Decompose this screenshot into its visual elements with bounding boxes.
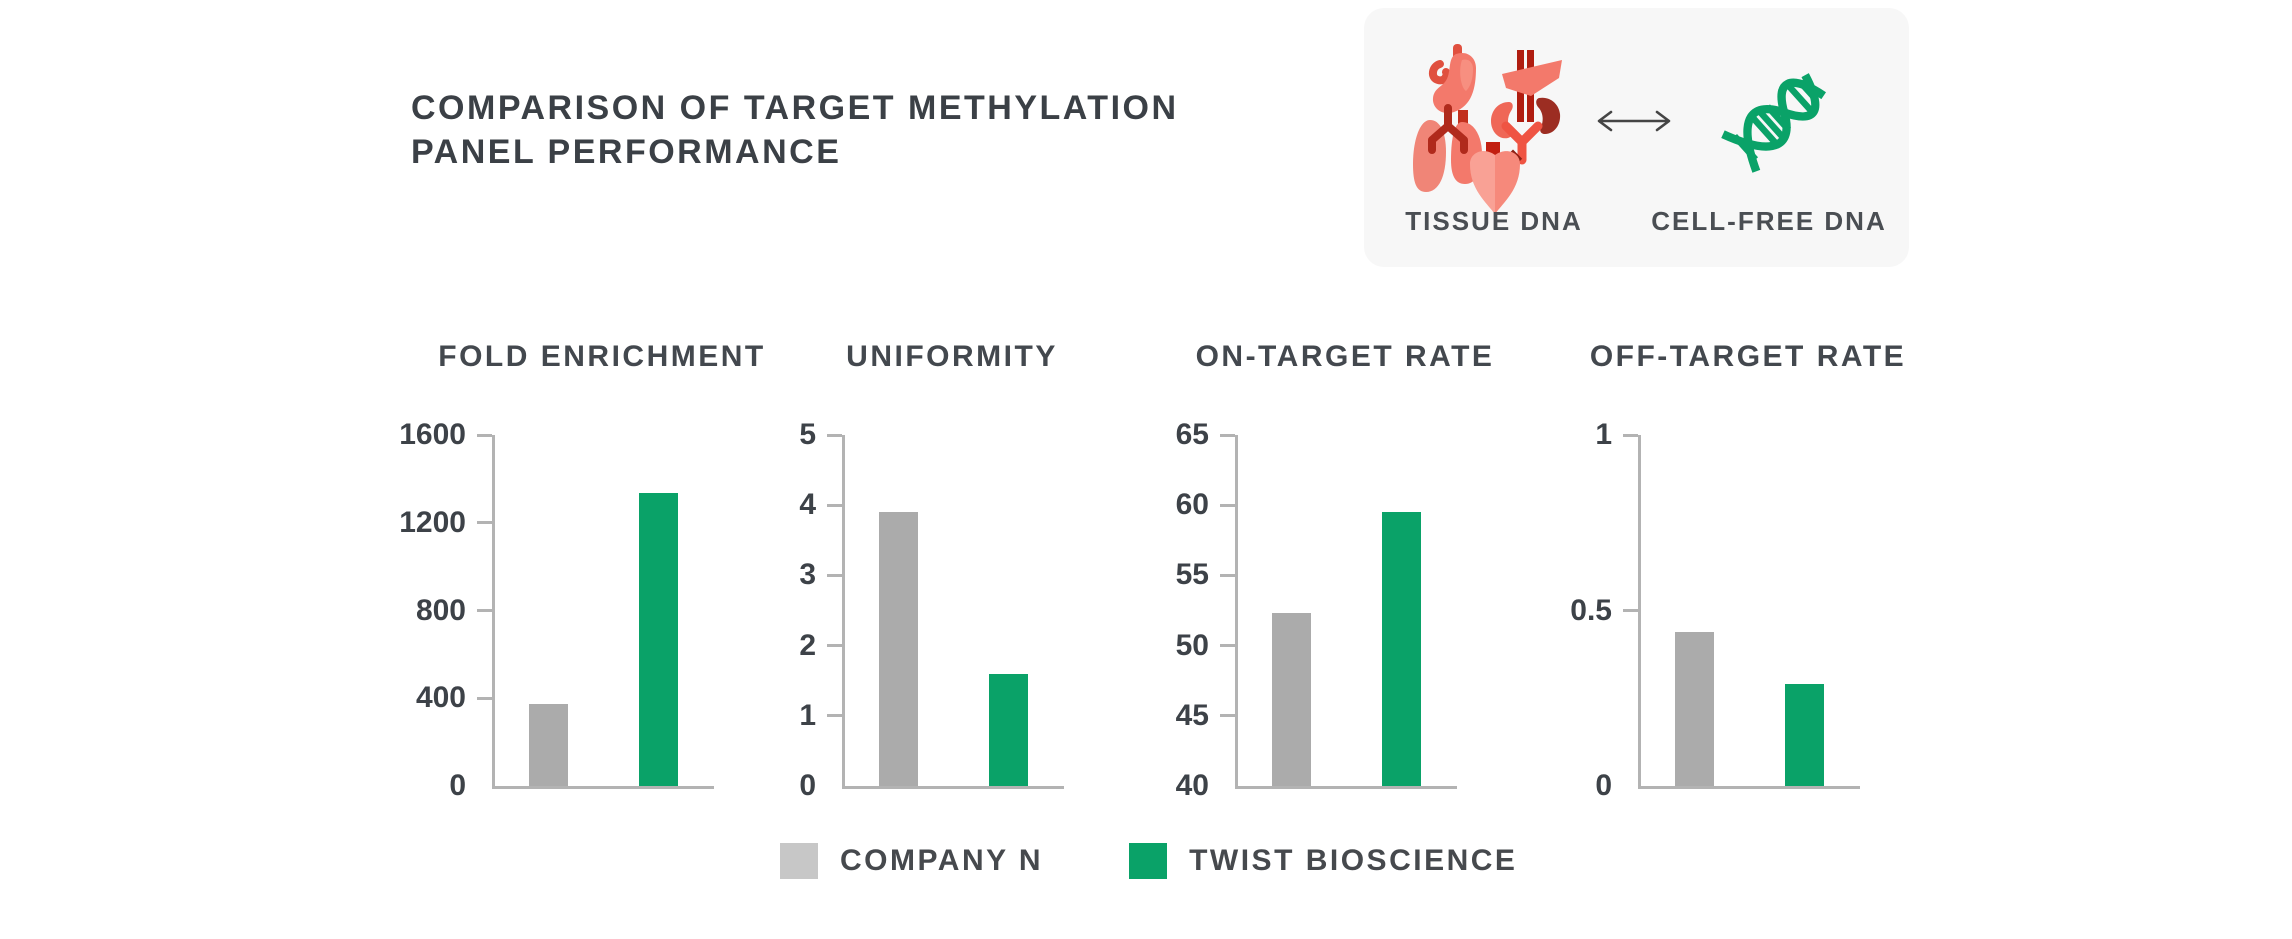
y-axis-tick <box>1623 609 1638 612</box>
y-axis-line <box>842 435 845 789</box>
y-axis-line <box>1638 435 1641 789</box>
y-axis-tick-label: 400 <box>415 681 466 715</box>
legend-swatch-twist-bioscience <box>1129 843 1168 879</box>
y-axis-tick <box>1220 644 1235 648</box>
y-axis-tick-label: 5 <box>799 418 816 451</box>
y-axis-tick-label: 1200 <box>399 505 466 539</box>
y-axis-tick-label: 50 <box>1175 628 1209 662</box>
legend-label-twist-bioscience: TWIST BIOSCIENCE <box>1189 844 1518 877</box>
y-axis-tick <box>1220 433 1235 437</box>
page-title-line-1: COMPARISON OF TARGET METHYLATION <box>411 89 1179 127</box>
chart-title: UNIFORMITY <box>846 340 1058 373</box>
y-axis-tick-label: 65 <box>1175 418 1209 451</box>
y-axis-tick <box>1623 433 1638 437</box>
y-axis-tick <box>1220 714 1235 718</box>
x-axis-line <box>492 786 714 789</box>
legend-item-company-n: COMPANY N <box>780 843 1043 879</box>
y-axis-tick-label: 1 <box>799 698 816 732</box>
page-title: COMPARISON OF TARGET METHYLATION PANEL P… <box>411 86 1179 174</box>
y-axis-tick-label: 55 <box>1175 558 1209 592</box>
x-axis-line <box>1638 786 1860 789</box>
bar-twist-bioscience <box>1382 512 1421 786</box>
y-axis-tick-label: 45 <box>1175 698 1209 732</box>
chart-title: OFF-TARGET RATE <box>1589 340 1907 373</box>
chart-title: ON-TARGET RATE <box>1195 340 1495 373</box>
page-title-line-2: PANEL PERFORMANCE <box>411 133 842 171</box>
y-axis-tick <box>477 433 492 437</box>
legend: COMPANY N TWIST BIOSCIENCE <box>780 843 1517 879</box>
chart-on-target-rate: ON-TARGET RATE 40 45 50 55 60 65 <box>1176 340 1492 810</box>
y-axis-tick <box>827 714 842 718</box>
chart-title: FOLD ENRICHMENT <box>438 340 766 373</box>
chart-fold-enrichment: FOLD ENRICHMENT 0 400 800 1200 1600 <box>399 340 763 810</box>
y-axis-tick-label: 2 <box>799 628 816 662</box>
cell-free-dna-label: CELL-FREE DNA <box>1651 206 1887 236</box>
y-axis-line <box>492 435 495 789</box>
y-axis-tick-label: 0 <box>449 769 466 802</box>
y-axis-tick <box>1220 573 1235 577</box>
tissue-dna-label: TISSUE DNA <box>1405 206 1583 236</box>
bar-company-n <box>879 512 918 786</box>
sample-type-card: TISSUE DNA CELL-FREE DNA <box>1364 8 1909 267</box>
y-axis-tick <box>827 644 842 648</box>
y-axis-tick-label: 800 <box>415 593 466 627</box>
y-axis-tick-label: 60 <box>1175 488 1209 522</box>
chart-uniformity: UNIFORMITY 0 1 2 3 4 5 <box>799 340 1082 810</box>
bar-twist-bioscience <box>1785 684 1824 786</box>
y-axis-tick <box>477 609 492 612</box>
y-axis-tick <box>827 433 842 437</box>
y-axis-tick <box>477 521 492 525</box>
y-axis-tick-label: 1600 <box>399 418 466 451</box>
y-axis-tick-label: 40 <box>1175 769 1209 802</box>
dna-helix-icon <box>1721 73 1826 173</box>
x-axis-line <box>1235 786 1457 789</box>
bar-company-n <box>1675 631 1714 786</box>
bar-twist-bioscience <box>989 673 1028 786</box>
y-axis-tick <box>1220 503 1235 507</box>
bar-company-n <box>1272 613 1311 786</box>
double-headed-arrow-icon <box>1597 110 1671 132</box>
y-axis-tick <box>827 573 842 577</box>
bar-twist-bioscience <box>639 493 678 786</box>
y-axis-tick <box>827 503 842 507</box>
legend-label-company-n: COMPANY N <box>840 844 1044 877</box>
legend-swatch-company-n <box>780 843 818 879</box>
human-organs-icon <box>1413 44 1562 214</box>
legend-item-twist-bioscience: TWIST BIOSCIENCE <box>1129 843 1517 879</box>
y-axis-tick-label: 1 <box>1595 418 1612 451</box>
y-axis-tick-label: 0.5 <box>1570 593 1612 627</box>
y-axis-tick-label: 4 <box>799 488 816 522</box>
chart-off-target-rate: OFF-TARGET RATE 0 0.5 1 <box>1570 340 1903 810</box>
y-axis-tick <box>477 696 492 700</box>
y-axis-line <box>1235 435 1238 789</box>
y-axis-tick-label: 0 <box>799 769 816 802</box>
x-axis-line <box>842 786 1064 789</box>
y-axis-tick-label: 0 <box>1595 769 1612 802</box>
bar-company-n <box>529 703 568 786</box>
y-axis-tick-label: 3 <box>799 558 816 592</box>
